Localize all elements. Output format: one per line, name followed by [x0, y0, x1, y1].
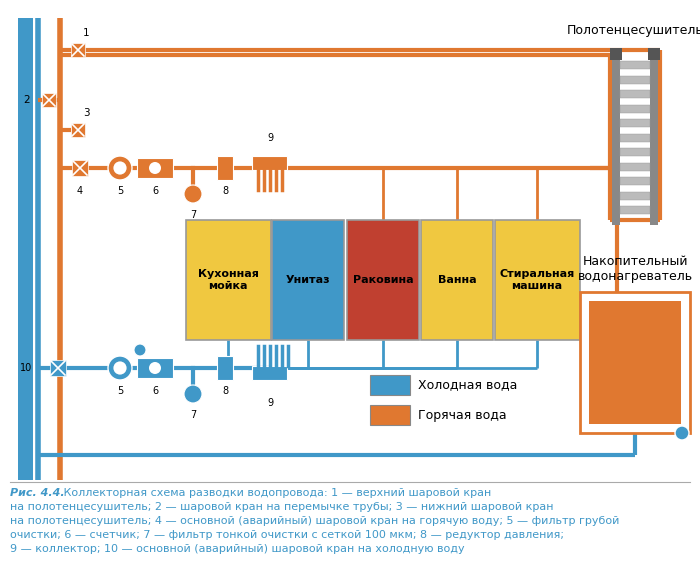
- Bar: [620, 192, 650, 200]
- Bar: [620, 76, 650, 84]
- Text: 9 — коллектор; 10 — основной (аварийный) шаровой кран на холодную воду: 9 — коллектор; 10 — основной (аварийный)…: [10, 544, 465, 554]
- Bar: [217, 156, 233, 180]
- Bar: [620, 119, 650, 127]
- Text: 6: 6: [152, 386, 158, 396]
- Bar: [42, 93, 56, 107]
- Bar: [186, 220, 271, 340]
- Circle shape: [149, 362, 161, 374]
- Bar: [137, 158, 173, 178]
- Text: 5: 5: [117, 186, 123, 196]
- Text: 2: 2: [23, 95, 30, 105]
- Text: 10: 10: [20, 363, 32, 373]
- Circle shape: [675, 426, 689, 440]
- Text: Холодная вода: Холодная вода: [418, 379, 517, 392]
- Text: 7: 7: [190, 410, 196, 420]
- Text: Полотенцесушитель: Полотенцесушитель: [566, 24, 700, 37]
- Bar: [620, 177, 650, 185]
- Circle shape: [113, 162, 127, 175]
- Bar: [495, 220, 580, 340]
- Text: на полотенцесушитель; 4 — основной (аварийный) шаровой кран на горячую воду; 5 —: на полотенцесушитель; 4 — основной (авар…: [10, 516, 620, 526]
- Circle shape: [108, 156, 132, 180]
- Circle shape: [108, 356, 132, 380]
- Bar: [252, 366, 287, 380]
- Text: 1: 1: [83, 28, 90, 38]
- Bar: [620, 148, 650, 156]
- Bar: [50, 360, 66, 376]
- Bar: [370, 375, 410, 395]
- Bar: [620, 90, 650, 98]
- Bar: [71, 43, 85, 57]
- Text: 8: 8: [222, 186, 228, 196]
- Text: 7: 7: [190, 210, 196, 220]
- Text: 8: 8: [222, 386, 228, 396]
- Bar: [620, 61, 650, 69]
- Bar: [620, 133, 650, 141]
- Text: 3: 3: [83, 108, 90, 118]
- Bar: [252, 156, 287, 170]
- Text: Ванна: Ванна: [438, 275, 476, 285]
- Bar: [370, 405, 410, 425]
- Bar: [421, 220, 493, 340]
- Text: 5: 5: [117, 386, 123, 396]
- Bar: [648, 48, 660, 60]
- Circle shape: [184, 385, 202, 403]
- Circle shape: [134, 344, 146, 356]
- Bar: [589, 301, 681, 424]
- Bar: [71, 123, 85, 137]
- Bar: [610, 48, 622, 60]
- Text: Раковина: Раковина: [353, 275, 413, 285]
- Bar: [620, 104, 650, 113]
- Text: Коллекторная схема разводки водопровода: 1 — верхний шаровой кран: Коллекторная схема разводки водопровода:…: [60, 488, 491, 498]
- Text: Рис. 4.4.: Рис. 4.4.: [10, 488, 64, 498]
- Text: Стиральная
машина: Стиральная машина: [499, 269, 575, 291]
- Text: очистки; 6 — счетчик; 7 — фильтр тонкой очистки с сеткой 100 мкм; 8 — редуктор д: очистки; 6 — счетчик; 7 — фильтр тонкой …: [10, 530, 564, 540]
- Circle shape: [149, 162, 161, 174]
- Bar: [272, 220, 344, 340]
- Text: Горячая вода: Горячая вода: [418, 409, 507, 422]
- Text: Унитаз: Унитаз: [286, 275, 330, 285]
- Bar: [650, 55, 658, 225]
- Bar: [612, 55, 620, 225]
- Text: 6: 6: [152, 186, 158, 196]
- Text: на полотенцесушитель; 2 — шаровой кран на перемычке трубы; 3 — нижний шаровой кр: на полотенцесушитель; 2 — шаровой кран н…: [10, 502, 554, 512]
- Bar: [137, 358, 173, 378]
- Bar: [580, 292, 690, 433]
- Bar: [620, 163, 650, 170]
- Bar: [620, 206, 650, 214]
- Circle shape: [184, 185, 202, 203]
- Text: Накопительный
водонагреватель: Накопительный водонагреватель: [578, 255, 692, 283]
- Bar: [72, 160, 88, 176]
- Bar: [347, 220, 419, 340]
- Text: Кухонная
мойка: Кухонная мойка: [197, 269, 258, 291]
- Text: 9: 9: [267, 133, 273, 143]
- Circle shape: [113, 361, 127, 374]
- Bar: [18, 18, 33, 480]
- Text: 9: 9: [267, 398, 273, 408]
- Text: 4: 4: [77, 186, 83, 196]
- Bar: [217, 356, 233, 380]
